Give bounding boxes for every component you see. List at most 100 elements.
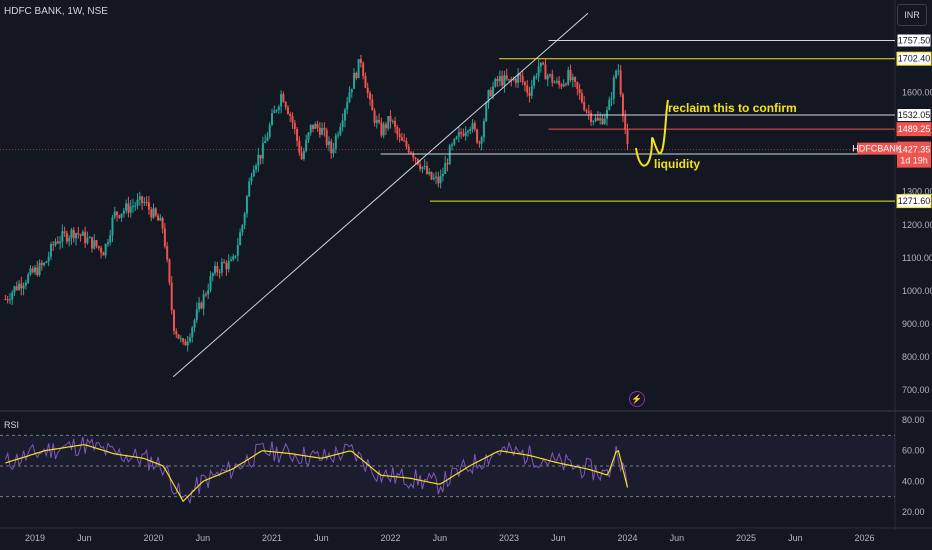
candle-body — [553, 82, 556, 84]
candle-body — [321, 128, 324, 135]
candle-body — [464, 132, 467, 136]
candle-body — [81, 231, 84, 236]
candle-body — [29, 268, 32, 275]
candle-body — [378, 119, 381, 123]
candle-body — [307, 132, 310, 140]
candle-body — [601, 118, 604, 124]
candle-body — [537, 66, 540, 77]
candle-body — [122, 210, 125, 214]
x-tick-label: 2019 — [25, 533, 45, 543]
y-tick-label: 1300.00 — [902, 187, 932, 197]
candle-body — [571, 77, 574, 81]
candle-body — [357, 59, 360, 79]
candle-body — [476, 129, 479, 143]
candle-body — [439, 176, 442, 184]
candle-body — [100, 247, 103, 253]
candle-body — [22, 285, 25, 289]
candle-body — [590, 112, 593, 122]
x-tick-label: Jun — [77, 533, 92, 543]
candle-body — [334, 135, 337, 149]
current-price-tag — [897, 141, 931, 168]
candle-body — [569, 69, 572, 81]
candle-body — [236, 245, 239, 256]
candle-body — [610, 98, 613, 100]
price-tag-text: 1532.05 — [898, 110, 931, 120]
candle-body — [52, 244, 55, 246]
x-tick-label: Jun — [551, 533, 566, 543]
candle-body — [104, 243, 107, 256]
candle-body — [480, 137, 483, 144]
candle-body — [444, 163, 447, 174]
candle-body — [147, 202, 150, 210]
candle-body — [43, 262, 46, 266]
candle-body — [88, 237, 91, 239]
candle-body — [362, 63, 365, 76]
candle-body — [327, 141, 330, 145]
candle-body — [487, 90, 490, 103]
candle-body — [200, 302, 203, 309]
candle-body — [186, 341, 189, 346]
candle-body — [289, 113, 292, 117]
symbol-title: HDFC BANK, 1W, NSE — [4, 6, 108, 17]
candle-body — [293, 122, 296, 129]
candle-body — [198, 302, 201, 310]
candle-body — [184, 341, 187, 346]
candle-body — [159, 217, 162, 221]
candle-body — [4, 299, 7, 301]
candle-body — [65, 233, 68, 242]
candle-body — [61, 231, 64, 242]
candle-body — [451, 144, 454, 146]
candle-body — [136, 199, 139, 206]
candle-body — [599, 118, 602, 121]
candle-body — [72, 229, 75, 239]
candle-body — [371, 99, 374, 111]
candle-body — [419, 164, 422, 169]
candle-body — [523, 82, 526, 86]
candle-body — [423, 165, 426, 167]
candle-body — [353, 72, 356, 89]
candle-body — [492, 86, 495, 97]
x-tick-label: 2020 — [143, 533, 163, 543]
candle-body — [512, 78, 515, 81]
candle-body — [608, 99, 611, 111]
candle-body — [102, 252, 105, 256]
candle-body — [580, 93, 583, 103]
x-tick-label: Jun — [433, 533, 448, 543]
y-tick-label: 700.00 — [902, 385, 930, 395]
candle-body — [106, 242, 109, 244]
symbol-tag — [857, 142, 897, 155]
candle-body — [323, 128, 326, 130]
candle-body — [163, 228, 166, 247]
candle-body — [13, 286, 16, 293]
candle-body — [300, 152, 303, 160]
candle-body — [138, 196, 141, 200]
lightning-icon[interactable]: ⚡ — [629, 391, 645, 407]
candle-body — [316, 123, 319, 128]
candle-body — [291, 116, 294, 123]
candle-body — [177, 334, 180, 339]
candle-body — [416, 158, 419, 165]
candle-body — [585, 110, 588, 112]
currency-button[interactable]: INR — [897, 4, 927, 26]
candle-body — [84, 231, 87, 244]
candle-body — [435, 176, 438, 178]
candle-body — [45, 261, 48, 263]
candle-body — [280, 94, 283, 107]
candle-body — [612, 77, 615, 99]
candle-body — [134, 205, 137, 207]
candle-body — [157, 215, 160, 221]
x-tick-label: 2024 — [617, 533, 637, 543]
x-tick-label: 2026 — [854, 533, 874, 543]
candle-body — [617, 70, 620, 72]
candle-body — [330, 141, 333, 154]
candle-body — [243, 213, 246, 226]
price-tag-box — [896, 51, 932, 66]
x-tick-label: Jun — [314, 533, 329, 543]
candle-body — [191, 327, 194, 338]
candle-body — [448, 145, 451, 165]
candle-body — [430, 171, 433, 180]
candle-body — [539, 62, 542, 67]
candle-body — [389, 116, 392, 122]
candle-body — [505, 75, 508, 80]
